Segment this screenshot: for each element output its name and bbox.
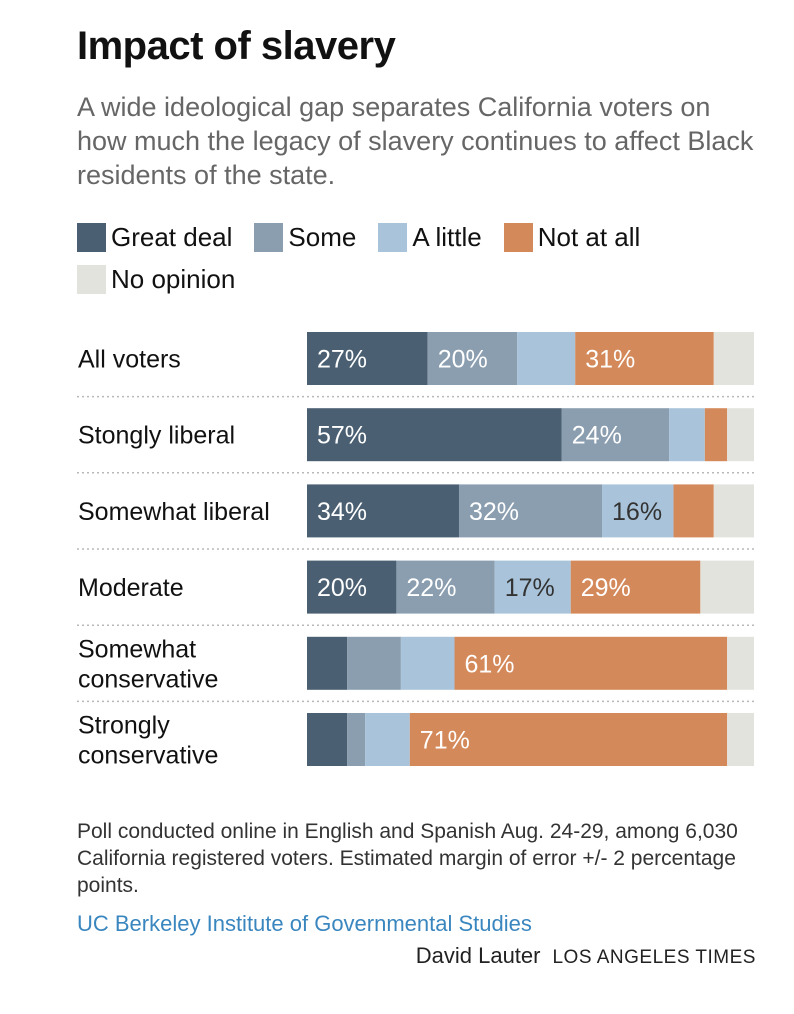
bar-segment [307, 484, 459, 538]
stacked-bar-chart: All voters 27% 20% 31% Stongly liberal 57% 24%… [77, 332, 754, 770]
category-label: Somewhat [78, 635, 196, 663]
bar-segment [700, 560, 754, 614]
legend-item: Some [254, 222, 356, 252]
bar-value-label: 34% [317, 498, 367, 526]
legend-item: Not at all [503, 222, 641, 252]
category-label: Strongly [78, 712, 170, 740]
author-credit: David Lauter [415, 943, 541, 968]
category-label: All voters [78, 346, 181, 374]
source-link[interactable]: UC Berkeley Institute of Governmental St… [77, 911, 532, 936]
legend-item: No opinion [77, 264, 235, 294]
bar-row: Stongly liberal 57% 24% [77, 408, 754, 474]
bar-segment [307, 713, 348, 766]
bar-segment [727, 713, 754, 766]
bar-value-label: 20% [317, 574, 367, 602]
legend-swatch [503, 222, 533, 252]
legend-label: Some [288, 222, 357, 252]
bar-value-label: 57% [317, 422, 367, 450]
legend-label: Great deal [111, 222, 233, 252]
bar-row: Moderate 20% 22% 17% 29% [77, 560, 754, 626]
legend-swatch [254, 222, 284, 252]
legend-swatch [77, 264, 106, 294]
bar-row: All voters 27% 20% 31% [77, 332, 754, 398]
bar-value-label: 32% [469, 498, 519, 526]
bar-segment [427, 332, 518, 385]
legend-swatch [77, 222, 106, 252]
bar-segment [400, 636, 455, 690]
bar-segment [713, 484, 754, 538]
bar-value-label: 31% [585, 346, 635, 374]
methodology-note: Poll conducted online in English and Spa… [77, 820, 738, 897]
bar-segment [494, 560, 571, 614]
bar-segment [713, 332, 754, 385]
bar-value-label: 16% [612, 498, 662, 526]
bar-segment [570, 560, 701, 614]
bar-value-label: 61% [465, 650, 515, 678]
bar-row: Somewhat liberal 34% 32% 16% [77, 484, 754, 550]
bar-segment [727, 408, 754, 462]
bar-segment [575, 332, 714, 385]
legend-swatch [378, 222, 408, 252]
category-label: Stongly liberal [78, 422, 235, 450]
bar-segment [517, 332, 576, 385]
bar-value-label: 24% [572, 422, 622, 450]
legend-label: Not at all [537, 222, 641, 252]
legend-item: A little [378, 222, 482, 252]
legend-label: No opinion [111, 264, 236, 294]
category-label: Moderate [78, 574, 184, 602]
bar-value-label: 17% [505, 574, 555, 602]
bar-value-label: 20% [438, 346, 488, 374]
bar-segment [673, 484, 714, 538]
bar-segment [454, 636, 728, 690]
bar-segment [365, 713, 410, 766]
bar-segment [727, 636, 754, 690]
bar-segment [307, 560, 397, 614]
bar-segment [307, 408, 562, 462]
legend-label: A little [412, 222, 482, 252]
category-label: conservative [78, 665, 218, 693]
credit-line: David Lauter LOS ANGELES TIMES [416, 943, 756, 969]
legend: Great deal Some A little Not at all No opini… [77, 222, 767, 294]
bar-segment [409, 713, 728, 766]
chart-subtitle: A wide ideological gap separates Califor… [77, 92, 754, 190]
bar-segment [602, 484, 674, 538]
bar-segment [396, 560, 495, 614]
bar-value-label: 27% [317, 346, 367, 374]
category-label: Somewhat liberal [78, 498, 270, 526]
bar-segment [458, 484, 603, 538]
bar-value-label: 29% [581, 574, 631, 602]
bar-segment [307, 636, 348, 690]
bar-segment [669, 408, 705, 462]
bar-value-label: 22% [406, 574, 456, 602]
bar-segment [347, 636, 401, 690]
category-label: conservative [78, 742, 218, 770]
bar-segment [561, 408, 670, 462]
bar-segment [704, 408, 728, 462]
legend-item: Great deal [77, 222, 232, 252]
chart-title: Impact of slavery [77, 24, 396, 68]
bar-value-label: 71% [420, 727, 470, 755]
publisher-credit: LOS ANGELES TIMES [552, 947, 756, 968]
bar-segment [347, 713, 366, 766]
bar-segment [307, 332, 428, 385]
